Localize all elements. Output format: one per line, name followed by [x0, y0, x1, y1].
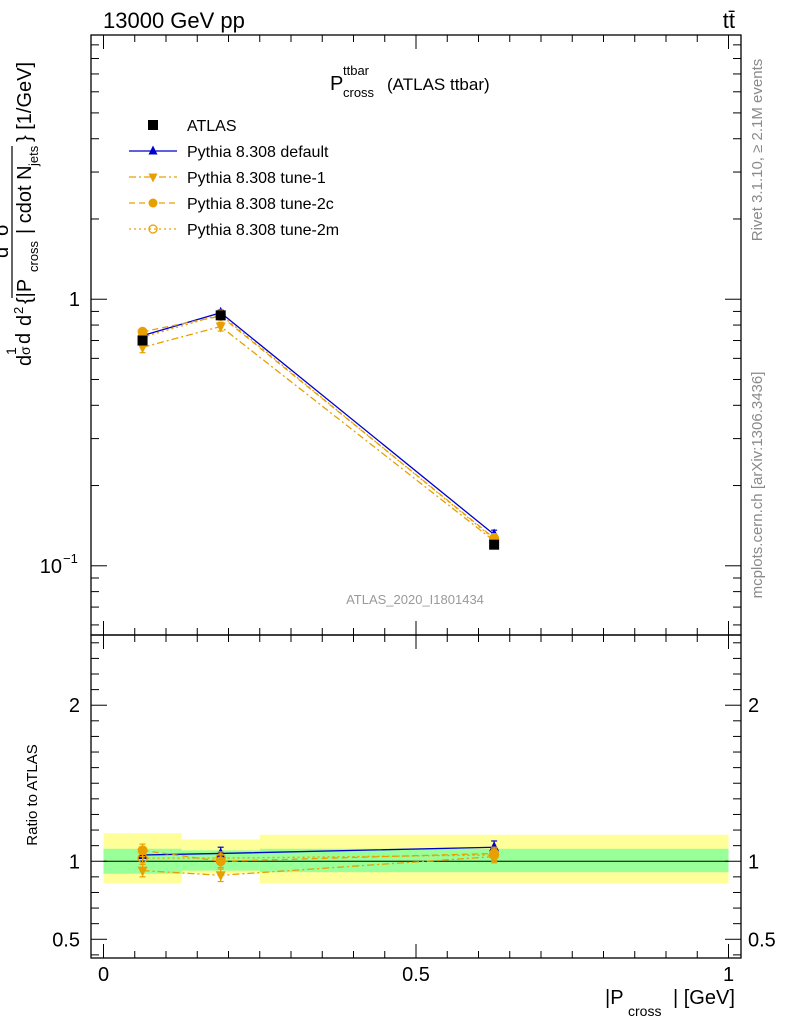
series-1: [137, 306, 500, 540]
series-2-point: [137, 343, 148, 354]
ratio-y-tick-label: 0.5: [52, 929, 80, 951]
analysis-watermark: ATLAS_2020_I1801434: [346, 592, 484, 607]
ratio-series-2-point: [215, 871, 226, 882]
ratio-y-tick-label-right: 1: [748, 851, 759, 873]
plot-title-suffix: (ATLAS ttbar): [387, 75, 490, 94]
legend-marker: [148, 224, 158, 234]
ratio-series-4: [137, 848, 500, 865]
series-2-line: [142, 325, 495, 542]
series-atlas-data-point: [489, 539, 500, 550]
ratio-y-tick-label: 1: [69, 851, 80, 873]
legend-label: Pythia 8.308 tune-2m: [187, 222, 339, 239]
ratio-series-2-point: [137, 866, 148, 877]
series-3: [137, 311, 500, 544]
legend-label: Pythia 8.308 tune-1: [187, 170, 326, 187]
axes-layer: 0 0.5 1 10 −1 1 0.5 0.5 1 1 2 2: [40, 34, 776, 986]
ratio-series-3-point: [137, 845, 148, 856]
ylabel-cross-sub: cross: [26, 240, 41, 272]
plot-title-sub: cross: [343, 85, 375, 100]
series-layer: [137, 306, 500, 883]
xlabel-main: |P: [605, 987, 624, 1009]
ylabel-sigma: σ: [17, 346, 33, 355]
series-3-line: [142, 315, 495, 539]
legend-marker: [148, 198, 158, 208]
ylabel-numerator: d: [0, 247, 13, 258]
ylabel-units: } [1/GeV]: [14, 62, 36, 142]
xlabel-tail: | [GeV]: [673, 987, 735, 1009]
legend-label: ATLAS: [187, 118, 237, 135]
xlabel-sub: cross: [628, 1003, 661, 1019]
ratio-axis-label: Ratio to ATLAS: [24, 744, 41, 845]
ratio-series-4-line: [142, 854, 495, 859]
x-tick-label: 0.5: [402, 964, 430, 986]
series-atlas-data: [137, 310, 500, 550]
legend-marker: [148, 145, 158, 155]
header-left: 13000 GeV pp: [103, 8, 245, 33]
ylabel-numerator-sigma: σ: [0, 223, 13, 236]
plot-title-main: P: [330, 73, 343, 95]
x-axis-label: |P cross | [GeV]: [605, 987, 735, 1019]
legend-entry: ATLAS: [148, 118, 237, 135]
series-4: [137, 309, 500, 545]
ratio-series-4-point: [215, 852, 226, 864]
legend-label: Pythia 8.308 default: [187, 144, 329, 161]
legend-entry: Pythia 8.308 tune-2c: [129, 196, 334, 213]
series-4-line: [142, 313, 495, 540]
y-axis-label: d σ 1 d d 2 {|P cross | cdot N jets d 2 …: [0, 62, 41, 366]
y-tick-label: 1: [69, 289, 80, 311]
x-tick-label: 1: [723, 964, 734, 986]
ylabel-d2: d: [13, 333, 35, 344]
series-atlas-data-point: [137, 335, 148, 346]
ratio-series-4-point: [137, 852, 148, 864]
ylabel-one: 1: [3, 347, 19, 355]
ratio-y-tick-label-right: 2: [748, 695, 759, 717]
ylabel-numerator-fid: fid: [0, 210, 3, 224]
ylabel-d1: d: [14, 355, 36, 366]
header-right: tt̄: [723, 8, 735, 33]
ratio-plot-frame: [90, 634, 742, 959]
ylabel-denominator: d: [14, 315, 36, 326]
legend-marker: [148, 120, 158, 130]
ylabel-jets-sub: jets: [26, 145, 41, 167]
series-2-point: [215, 322, 226, 333]
ylabel-denominator-sup: 2: [11, 307, 26, 314]
y-tick-label-exponent: −1: [63, 551, 78, 566]
legend-entry: Pythia 8.308 tune-1: [129, 170, 326, 187]
mcplots-label: mcplots.cern.ch [arXiv:1306.3436]: [749, 372, 766, 599]
legend-marker: [148, 173, 158, 183]
series-2: [137, 321, 500, 547]
rivet-version-label: Rivet 3.1.10, ≥ 2.1M events: [749, 59, 766, 242]
x-tick-label: 0: [98, 964, 109, 986]
plot-title-sup: ttbar: [343, 63, 370, 78]
legend-entry: Pythia 8.308 default: [129, 144, 329, 161]
legend: ATLAS Pythia 8.308 default Pythia 8.308 tu…: [129, 118, 339, 239]
ylabel-denominator-text2: | cdot N: [14, 165, 36, 234]
ylabel-denominator-text: {|P: [14, 279, 36, 304]
legend-label: Pythia 8.308 tune-2c: [187, 196, 334, 213]
plot-title: P ttbar cross (ATLAS ttbar): [330, 63, 490, 100]
series-atlas-data-point: [215, 310, 226, 321]
ratio-series-4-point: [488, 849, 500, 861]
ratio-y-tick-label-right: 0.5: [748, 929, 776, 951]
series-1-line: [142, 311, 495, 536]
ylabel-numerator-sup: 2: [0, 239, 3, 246]
legend-entry: Pythia 8.308 tune-2m: [129, 222, 339, 239]
y-tick-label: 10: [40, 556, 62, 578]
ratio-y-tick-label: 2: [69, 695, 80, 717]
